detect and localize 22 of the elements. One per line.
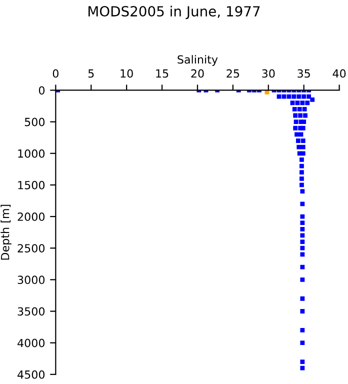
y-tick-label: 2000 [18,212,45,221]
y-axis-title: Depth [m] [0,204,12,260]
y-tick-label: 4000 [18,338,45,348]
y-tick-label: 3000 [18,276,45,284]
y-tick-label: 0 [38,86,45,95]
x-tick-label: 20 [191,69,204,78]
x-axis-title: Salinity [178,55,218,66]
x-tick-label: 5 [88,69,94,78]
x-tick-label: 30 [262,69,275,78]
y-tick-label: 4500 [18,370,45,379]
x-tick-label: 40 [332,69,346,78]
y-tick-label: 3500 [18,307,45,316]
chart-title: MODS2005 in June, 1977 [88,6,260,20]
y-tick-label: 1500 [18,180,45,190]
x-tick-label: 10 [120,69,133,78]
x-tick-label: 15 [156,69,168,78]
x-tick-label: 35 [298,69,310,78]
y-tick-label: 500 [24,118,45,126]
x-tick-label: 0 [52,69,58,78]
y-tick-label: 2500 [18,244,45,252]
y-tick-label: 1000 [18,149,45,158]
x-tick-label: 25 [226,69,240,78]
